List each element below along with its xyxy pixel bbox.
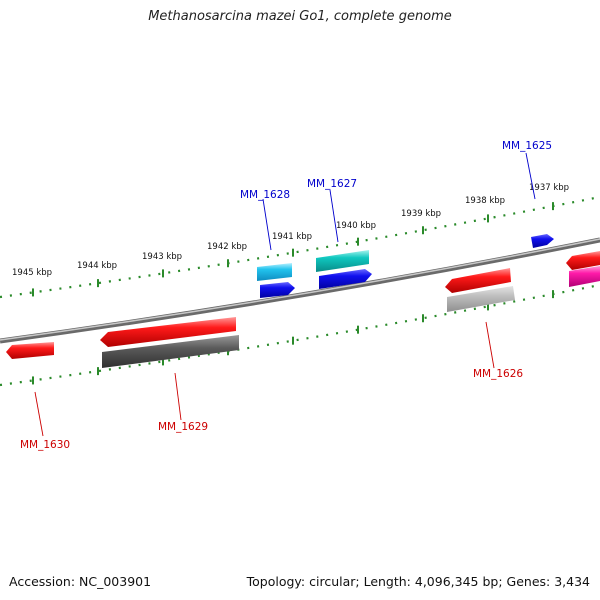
kbp-label-1938: 1938 kbp xyxy=(465,196,505,206)
gene-feature-mm1628[interactable] xyxy=(260,282,295,298)
gene-label-mm1628[interactable]: MM_1628 xyxy=(240,189,290,201)
gene-label-mm1625[interactable]: MM_1625 xyxy=(502,140,552,152)
gene-label-mm1630[interactable]: MM_1630 xyxy=(20,439,70,451)
kbp-label-1941: 1941 kbp xyxy=(272,232,312,242)
minus-strand-features xyxy=(6,251,600,368)
genome-title: Methanosarcina mazei Go1, complete genom… xyxy=(148,9,452,24)
kbp-label-1937: 1937 kbp xyxy=(529,183,569,193)
kbp-labels: 1945 kbp 1944 kbp 1943 kbp 1942 kbp 1941… xyxy=(12,183,569,278)
kbp-label-1945: 1945 kbp xyxy=(12,268,52,278)
genome-backbone-highlight xyxy=(0,238,600,341)
gene-feature-mm1625[interactable] xyxy=(531,234,554,248)
genome-backbone xyxy=(0,237,600,344)
gene-feature-magenta-right[interactable] xyxy=(569,266,600,287)
gene-feature-mm1630[interactable] xyxy=(6,342,54,359)
kbp-label-1944: 1944 kbp xyxy=(77,261,117,271)
gene-label-mm1626[interactable]: MM_1626 xyxy=(473,368,523,380)
kbp-label-1942: 1942 kbp xyxy=(207,242,247,252)
gene-feature-mm1629[interactable] xyxy=(100,317,236,347)
kbp-label-1943: 1943 kbp xyxy=(142,252,182,262)
gene-feature-cyan[interactable] xyxy=(257,263,292,281)
gene-feature-mm1626[interactable] xyxy=(445,268,511,293)
gene-feature-teal[interactable] xyxy=(316,250,369,272)
gene-label-mm1627[interactable]: MM_1627 xyxy=(307,178,357,190)
kbp-label-1939: 1939 kbp xyxy=(401,209,441,219)
accession-text: Accession: NC_003901 xyxy=(9,574,152,589)
gene-label-mm1629[interactable]: MM_1629 xyxy=(158,421,208,433)
gene-feature-light-gray[interactable] xyxy=(447,286,515,312)
gene-leader-lines xyxy=(34,152,536,437)
gene-feature-mm1627[interactable] xyxy=(319,269,372,289)
gene-feature-dark-gray[interactable] xyxy=(102,335,239,368)
gene-feature-red-right[interactable] xyxy=(566,251,600,270)
major-ticks xyxy=(32,202,554,385)
gene-labels: MM_1628 MM_1627 MM_1625 MM_1626 MM_1629 … xyxy=(20,140,552,451)
kbp-label-1940: 1940 kbp xyxy=(336,221,376,231)
genome-summary-text: Topology: circular; Length: 4,096,345 bp… xyxy=(246,574,590,589)
plus-strand-features xyxy=(257,234,554,298)
